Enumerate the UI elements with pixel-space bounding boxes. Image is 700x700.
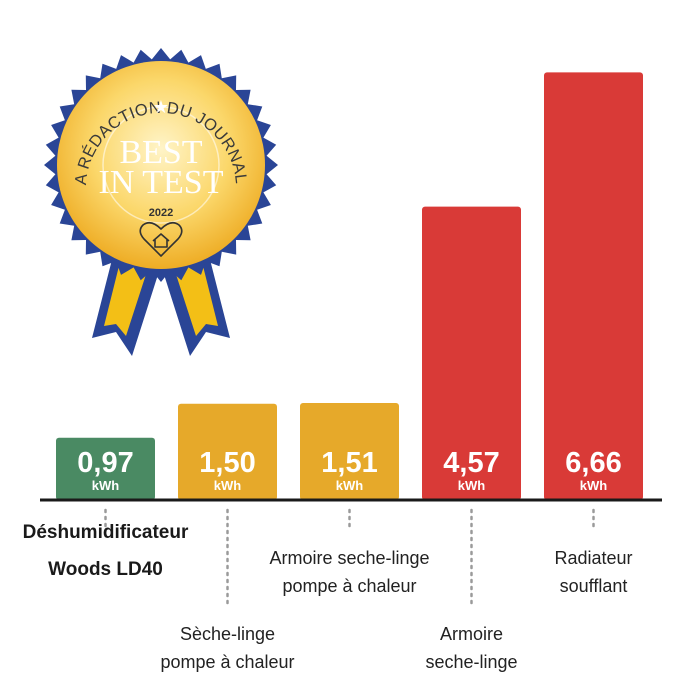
category-label: Armoire seche-linge [269,548,429,568]
bar [178,403,277,500]
bar-value-label: 6,66 [565,447,621,479]
badge-inner-ring [102,106,220,224]
category-label: Sèche-linge [180,624,275,644]
badge-in-test-text: IN TEST [99,164,224,201]
bar-value-label: 1,51 [321,447,377,479]
best-in-test-badge: D'APRÈS LA RÉDACTION DU JOURNAL VILLAIVE… [0,0,278,356]
bar-unit-label: kWh [580,478,608,493]
category-label: Déshumidificateur [23,522,189,543]
badge-year: 2022 [149,207,173,219]
bar-value-label: 4,57 [443,447,499,479]
bar [300,403,399,500]
category-label: Armoire [440,624,503,644]
bar-unit-label: kWh [458,478,486,493]
category-label: seche-linge [425,652,517,672]
bar-unit-label: kWh [214,478,242,493]
badge-disc [57,61,265,269]
bar [422,206,521,500]
bar-unit-label: kWh [92,478,120,493]
badge-best-text: BEST [119,134,202,171]
bar-value-label: 1,50 [199,447,255,479]
heart-house-icon [139,221,183,257]
category-label: Radiateur [554,548,632,568]
bar [56,437,155,500]
category-label: pompe à chaleur [160,652,294,672]
category-label: Woods LD40 [48,559,163,580]
star-icon: ★ [153,97,169,118]
bar-unit-label: kWh [336,478,364,493]
category-label: pompe à chaleur [282,576,416,596]
bar [544,72,643,500]
bar-value-label: 0,97 [77,447,133,479]
category-label: soufflant [560,576,628,596]
